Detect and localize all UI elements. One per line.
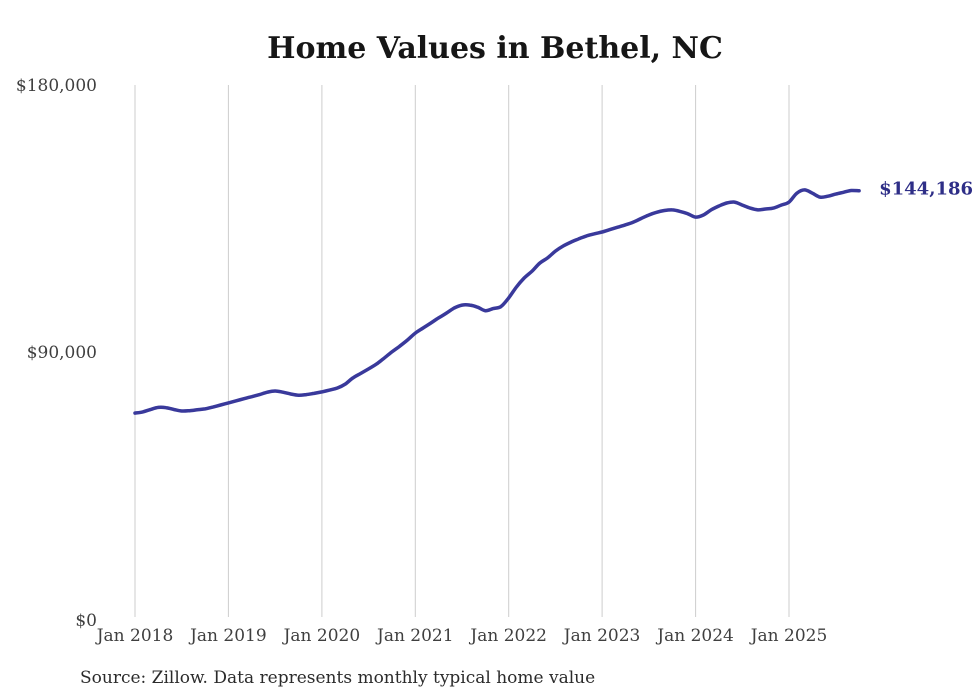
vertical-gridlines [134,85,790,617]
x-tick-label-jan-2024: Jan 2024 [655,626,734,646]
y-tick-label-180000: $180,000 [16,76,97,96]
y-tick-label-90000: $90,000 [27,343,97,363]
x-axis-tick-labels: Jan 2018 Jan 2019 Jan 2020 Jan 2021 Jan … [95,626,828,646]
x-tick-label-jan-2023: Jan 2023 [562,626,641,646]
x-tick-label-jan-2021: Jan 2021 [375,626,454,646]
chart-title: Home Values in Bethel, NC [267,31,723,66]
x-tick-label-jan-2018: Jan 2018 [95,626,174,646]
y-tick-label-0: $0 [75,611,97,631]
x-tick-label-jan-2020: Jan 2020 [282,626,361,646]
x-tick-label-jan-2025: Jan 2025 [749,626,828,646]
y-axis-tick-labels: $180,000 $90,000 $0 [16,76,97,631]
home-value-trend-line [133,188,861,415]
x-tick-label-jan-2019: Jan 2019 [188,626,267,646]
x-tick-label-jan-2022: Jan 2022 [468,626,547,646]
source-attribution: Source: Zillow. Data represents monthly … [80,668,595,688]
latest-value-label: $144,186 [879,178,973,199]
